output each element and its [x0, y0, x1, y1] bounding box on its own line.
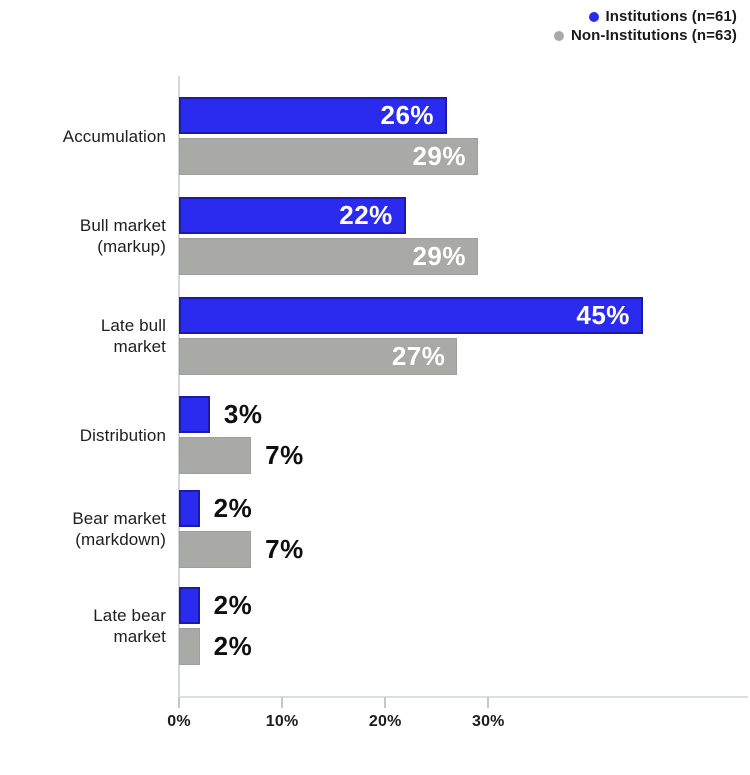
- x-axis-tick-30: [487, 697, 490, 708]
- x-axis-tick-0: [178, 697, 180, 708]
- category-label-line: market: [113, 627, 166, 646]
- bar-non-institutions-late-bull-market: 27%: [179, 338, 458, 375]
- value-label-institutions-distribution: 3%: [223, 399, 263, 429]
- category-label-late-bull-market: Late bull market: [16, 315, 166, 357]
- category-label-line: Accumulation: [62, 126, 166, 146]
- x-axis-tick-10: [281, 697, 284, 708]
- value-label-non-institutions-distribution: 7%: [265, 440, 304, 470]
- category-label-line: (markup): [97, 237, 166, 256]
- bar-institutions-late-bear-market: [179, 587, 200, 624]
- category-label-line: market: [113, 337, 166, 356]
- x-axis-tick-label-30: 30%: [471, 713, 505, 730]
- value-label-non-institutions-late-bull-market: 27%: [391, 341, 446, 371]
- bar-institutions-bull-market-markup: 22%: [179, 197, 406, 234]
- value-label-institutions-late-bear-market: 2%: [213, 590, 253, 620]
- category-label-late-bear-market: Late bear market: [16, 605, 166, 647]
- value-label-non-institutions-late-bear-market: 2%: [213, 631, 253, 661]
- category-label-line: Bear market: [72, 509, 166, 528]
- value-label-institutions-bull-market-markup: 22%: [339, 200, 393, 230]
- bar-institutions-late-bull-market: 45%: [179, 297, 643, 334]
- category-label-line: Late bull: [100, 316, 166, 335]
- category-label-bear-market-markdown: Bear market (markdown): [16, 508, 166, 550]
- legend-label-non-institutions: Non-Institutions (n=63): [570, 27, 737, 44]
- bar-non-institutions-accumulation: 29%: [179, 138, 478, 175]
- bar-institutions-distribution: [179, 396, 210, 433]
- legend-marker-non-institutions-icon: [553, 30, 564, 41]
- bar-institutions-bear-market-markdown: [179, 490, 200, 527]
- category-label-line: (markdown): [75, 530, 166, 549]
- bar-non-institutions-distribution: [179, 437, 252, 474]
- x-axis-tick-label-10: 10%: [265, 713, 299, 730]
- value-label-non-institutions-bear-market-markdown: 7%: [265, 534, 304, 564]
- bar-non-institutions-late-bear-market: [179, 628, 200, 665]
- y-axis-line: [178, 76, 180, 708]
- category-label-line: Bull market: [79, 216, 166, 235]
- bar-non-institutions-bear-market-markdown: [179, 531, 252, 568]
- legend: Institutions (n=61) Non-Institutions (n=…: [553, 7, 737, 45]
- legend-label-institutions: Institutions (n=61): [605, 8, 737, 25]
- category-label-distribution: Distribution: [16, 425, 166, 446]
- category-label-bull-market-markup: Bull market (markup): [16, 215, 166, 257]
- x-axis-tick-label-0: 0%: [167, 713, 191, 730]
- x-axis-line: [179, 696, 748, 698]
- value-label-non-institutions-bull-market-markup: 29%: [412, 241, 466, 271]
- legend-item-non-institutions: Non-Institutions (n=63): [553, 26, 737, 45]
- value-label-institutions-accumulation: 26%: [380, 100, 435, 130]
- category-label-line: Distribution: [79, 425, 166, 445]
- x-axis-tick-label-20: 20%: [368, 713, 402, 730]
- category-label-accumulation: Accumulation: [16, 126, 166, 147]
- legend-marker-institutions-icon: [588, 11, 599, 22]
- category-label-line: Late bear: [93, 606, 166, 625]
- value-label-institutions-late-bull-market: 45%: [576, 300, 630, 330]
- value-label-non-institutions-accumulation: 29%: [412, 141, 466, 171]
- x-axis-tick-20: [384, 697, 387, 708]
- value-label-institutions-bear-market-markdown: 2%: [213, 493, 253, 523]
- bar-institutions-accumulation: 26%: [179, 97, 448, 134]
- legend-item-institutions: Institutions (n=61): [554, 7, 737, 26]
- bar-non-institutions-bull-market-markup: 29%: [179, 238, 478, 275]
